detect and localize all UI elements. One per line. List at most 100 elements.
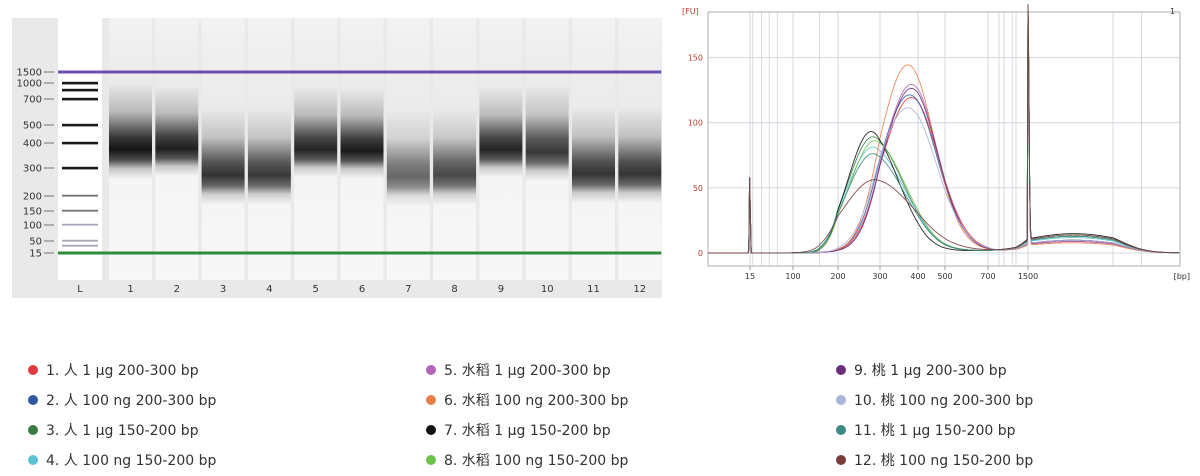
legend-label: 9. 桃 1 μg 200-300 bp (854, 363, 1007, 379)
x-tick-label: 700 (980, 272, 995, 281)
gel-lane-smear (618, 18, 662, 280)
y-axis-label: [FU] (682, 7, 699, 16)
series-line-12 (708, 5, 1180, 254)
legend-label: 8. 水稻 100 ng 150-200 bp (444, 453, 629, 469)
y-tick-label: 150 (688, 54, 703, 63)
legend-label: 5. 水稻 1 μg 200-300 bp (444, 363, 611, 379)
legend-item: 3. 人 1 μg 150-200 bp (28, 420, 199, 440)
x-axis-label: [bp] (1174, 272, 1190, 281)
legend-label: 10. 桃 100 ng 200-300 bp (854, 393, 1034, 409)
gel-tick-label: 300 (23, 164, 42, 175)
x-tick-label: 200 (830, 272, 845, 281)
legend-label: 6. 水稻 100 ng 200-300 bp (444, 393, 629, 409)
legend: 1. 人 1 μg 200-300 bp 2. 人 100 ng 200-300 … (0, 356, 1200, 476)
legend-color-dot (426, 455, 436, 465)
legend-label: 7. 水稻 1 μg 150-200 bp (444, 423, 611, 439)
gel-lane-label: 10 (541, 284, 554, 295)
gel-lane-smear (525, 18, 569, 280)
ladder-band (62, 194, 98, 197)
legend-color-dot (28, 425, 38, 435)
lower-marker-line (58, 251, 662, 255)
gel-tick-label: 50 (29, 237, 42, 248)
legend-label: 4. 人 100 ng 150-200 bp (46, 453, 217, 469)
ladder-lane-label: L (77, 284, 83, 295)
gel-tick-label: 100 (23, 221, 42, 232)
gel-lane-smear (109, 18, 152, 280)
legend-item: 5. 水稻 1 μg 200-300 bp (426, 360, 611, 380)
legend-item: 9. 桃 1 μg 200-300 bp (836, 360, 1007, 380)
legend-color-dot (426, 365, 436, 375)
legend-label: 11. 桃 1 μg 150-200 bp (854, 423, 1016, 439)
gel-lane-label: 3 (220, 284, 226, 295)
gel-tick-label: 500 (23, 121, 42, 132)
plot-area (707, 11, 1181, 267)
gel-lane-label: 7 (405, 284, 411, 295)
legend-item: 8. 水稻 100 ng 150-200 bp (426, 450, 628, 470)
electropherogram-chart: 0 50 100 150 15 100 200 300 400 500 700 1500 [FU] [bp… (680, 4, 1192, 288)
gel-lane-smear (433, 18, 477, 280)
ladder-band (62, 97, 98, 101)
y-tick-label: 0 (698, 249, 703, 258)
ladder-band (62, 209, 98, 212)
legend-color-dot (426, 395, 436, 405)
gel-lane-smear (386, 18, 430, 280)
gel-tick-label: 1500 (17, 68, 42, 79)
y-tick-label: 50 (693, 184, 703, 193)
gel-lane-smear (155, 18, 199, 280)
gel-tick-label: 15 (29, 249, 42, 260)
gel-lane-label: 5 (313, 284, 319, 295)
gel-tick-label: 200 (23, 192, 42, 203)
ladder-band (62, 141, 98, 145)
legend-item: 1. 人 1 μg 200-300 bp (28, 360, 199, 380)
gel-lane-label: 6 (359, 284, 365, 295)
legend-label: 3. 人 1 μg 150-200 bp (46, 423, 199, 439)
legend-item: 4. 人 100 ng 150-200 bp (28, 450, 216, 470)
legend-item: 2. 人 100 ng 200-300 bp (28, 390, 216, 410)
gel-tick-label: 400 (23, 139, 42, 150)
ladder-band (62, 81, 98, 85)
x-tick-label: 100 (785, 272, 800, 281)
legend-label: 2. 人 100 ng 200-300 bp (46, 393, 217, 409)
x-tick-label: 400 (910, 272, 925, 281)
legend-item: 10. 桃 100 ng 200-300 bp (836, 390, 1033, 410)
gel-image-panel: 1500 1000 700 500 400 300 200 150 100 50 15 L 1 2 3 4 5 6… (12, 18, 662, 298)
legend-color-dot (836, 455, 846, 465)
x-tick-label: 500 (937, 272, 952, 281)
gel-lane-label: 4 (266, 284, 272, 295)
ladder-band (62, 123, 98, 127)
gel-lane-label: 2 (174, 284, 180, 295)
legend-color-dot (836, 425, 846, 435)
gel-tick-label: 1000 (17, 79, 42, 90)
gel-lane-smear (294, 18, 338, 280)
gel-lane-smear (340, 18, 384, 280)
legend-color-dot (28, 455, 38, 465)
gel-lane-smear (572, 18, 615, 280)
legend-item: 7. 水稻 1 μg 150-200 bp (426, 420, 611, 440)
ladder-band (62, 223, 98, 226)
gel-lane-smear (479, 18, 523, 280)
legend-item: 6. 水稻 100 ng 200-300 bp (426, 390, 628, 410)
gel-lane-label: 11 (587, 284, 600, 295)
gel-lane-label: 12 (633, 284, 646, 295)
gel-lane-label: 1 (127, 284, 133, 295)
legend-color-dot (426, 425, 436, 435)
electropherogram-panel: 0 50 100 150 15 100 200 300 400 500 700 1500 [FU] [bp… (680, 4, 1192, 288)
x-tick-label: 15 (745, 272, 755, 281)
corner-label: 1 (1170, 7, 1175, 16)
legend-color-dot (836, 365, 846, 375)
legend-item: 11. 桃 1 μg 150-200 bp (836, 420, 1016, 440)
legend-item: 12. 桃 100 ng 150-200 bp (836, 450, 1033, 470)
ladder-band (62, 239, 98, 242)
legend-color-dot (28, 395, 38, 405)
gel-lane-label: 9 (498, 284, 504, 295)
gel-tick-label: 700 (23, 95, 42, 106)
upper-marker-line (58, 70, 662, 74)
gel-lane-smear (247, 18, 291, 280)
legend-label: 1. 人 1 μg 200-300 bp (46, 363, 199, 379)
ladder-band (62, 244, 98, 247)
gel-lane-smear (201, 18, 245, 280)
y-tick-label: 100 (688, 119, 703, 128)
gel-lane-label: 8 (451, 284, 457, 295)
legend-label: 12. 桃 100 ng 150-200 bp (854, 453, 1034, 469)
